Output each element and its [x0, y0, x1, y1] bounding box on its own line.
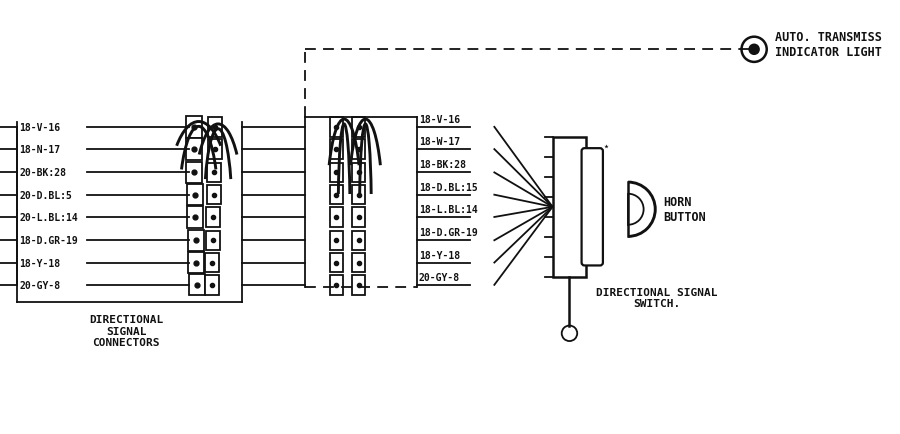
Bar [187, 207, 202, 228]
Bar [329, 186, 343, 205]
Bar [188, 230, 203, 251]
FancyBboxPatch shape [581, 149, 603, 266]
Bar [329, 140, 343, 159]
Bar [352, 231, 365, 250]
Bar [329, 118, 343, 137]
Bar [186, 139, 202, 161]
Text: 18-V-16: 18-V-16 [20, 122, 60, 132]
Text: 20-GY-8: 20-GY-8 [418, 272, 460, 282]
Bar [207, 186, 221, 205]
Bar [352, 186, 365, 205]
Text: 18-L.BL:14: 18-L.BL:14 [418, 204, 478, 214]
Circle shape [742, 38, 767, 63]
Bar [352, 140, 365, 159]
Bar [352, 163, 365, 183]
Bar [329, 231, 343, 250]
Bar [186, 117, 202, 138]
Bar [205, 253, 219, 273]
Bar [209, 140, 222, 159]
Text: DIRECTIONAL SIGNAL
SWITCH.: DIRECTIONAL SIGNAL SWITCH. [596, 287, 717, 309]
Bar [329, 276, 343, 295]
Text: 20-GY-8: 20-GY-8 [20, 280, 60, 290]
Bar [206, 231, 220, 250]
Text: HORN
BUTTON: HORN BUTTON [663, 196, 706, 224]
Text: 18-W-17: 18-W-17 [418, 137, 460, 147]
Text: AUTO. TRANSMISS
INDICATOR LIGHT: AUTO. TRANSMISS INDICATOR LIGHT [776, 31, 882, 59]
Bar [205, 276, 219, 295]
Text: 18-V-16: 18-V-16 [418, 115, 460, 125]
Bar [553, 137, 587, 277]
Text: 20-D.BL:5: 20-D.BL:5 [20, 190, 72, 200]
Text: $\star$: $\star$ [602, 140, 609, 150]
Bar [207, 163, 221, 183]
Bar [329, 163, 343, 183]
Bar [352, 253, 365, 273]
Text: 18-Y-18: 18-Y-18 [20, 258, 60, 268]
Bar [352, 276, 365, 295]
Text: 18-D.GR-19: 18-D.GR-19 [418, 228, 478, 238]
Bar [209, 118, 222, 137]
Text: 20-BK:28: 20-BK:28 [20, 168, 67, 178]
Bar [189, 275, 204, 296]
Text: 18-D.BL:15: 18-D.BL:15 [418, 182, 478, 192]
Bar [186, 162, 202, 184]
Text: 18-Y-18: 18-Y-18 [418, 250, 460, 260]
Bar [206, 208, 220, 227]
Text: DIRECTIONAL
SIGNAL
CONNECTORS: DIRECTIONAL SIGNAL CONNECTORS [89, 314, 163, 347]
Bar [329, 208, 343, 227]
Circle shape [750, 45, 759, 55]
Text: 18-N-17: 18-N-17 [20, 145, 60, 155]
Bar [188, 252, 203, 273]
Text: 20-L.BL:14: 20-L.BL:14 [20, 213, 78, 223]
Bar [329, 253, 343, 273]
Bar [187, 184, 202, 206]
Text: 18-BK:28: 18-BK:28 [418, 160, 465, 170]
Bar [352, 208, 365, 227]
Text: 18-D.GR-19: 18-D.GR-19 [20, 236, 78, 246]
Bar [352, 118, 365, 137]
